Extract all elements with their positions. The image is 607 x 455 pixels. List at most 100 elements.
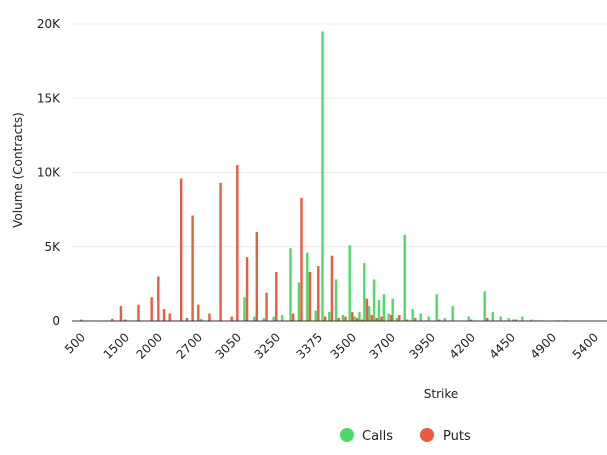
- calls-bar[interactable]: [358, 312, 361, 321]
- y-tick-label: 15K: [37, 91, 61, 105]
- puts-bar[interactable]: [157, 276, 160, 321]
- calls-bar[interactable]: [363, 263, 366, 321]
- calls-bar[interactable]: [353, 316, 356, 321]
- calls-bar[interactable]: [297, 282, 301, 321]
- x-tick-label: 3050: [213, 330, 244, 361]
- puts-bar[interactable]: [179, 178, 183, 321]
- puts-bar[interactable]: [291, 313, 295, 321]
- calls-bar[interactable]: [280, 315, 284, 321]
- puts-bar[interactable]: [110, 318, 114, 321]
- calls-bar[interactable]: [467, 316, 470, 321]
- calls-bar[interactable]: [372, 279, 376, 321]
- puts-bar[interactable]: [275, 271, 278, 321]
- calls-bar[interactable]: [377, 300, 381, 321]
- calls-bar[interactable]: [435, 294, 438, 321]
- puts-bar[interactable]: [137, 304, 140, 321]
- calls-bar[interactable]: [451, 306, 454, 321]
- puts-bar[interactable]: [208, 313, 211, 321]
- puts-bar[interactable]: [398, 315, 401, 321]
- puts-bar[interactable]: [162, 309, 166, 321]
- calls-bar[interactable]: [289, 248, 292, 321]
- puts-bar[interactable]: [197, 304, 200, 321]
- x-tick-label: 3700: [367, 330, 398, 361]
- x-tick-label: 3375: [294, 330, 325, 361]
- calls-bar[interactable]: [334, 279, 338, 321]
- calls-bar[interactable]: [507, 318, 510, 321]
- calls-bar[interactable]: [521, 316, 524, 321]
- puts-bar[interactable]: [80, 319, 83, 321]
- puts-bar[interactable]: [375, 318, 378, 321]
- calls-bar[interactable]: [419, 313, 422, 321]
- y-tick-label: 10K: [37, 166, 61, 180]
- puts-bar[interactable]: [119, 306, 123, 321]
- calls-bar[interactable]: [200, 318, 203, 321]
- x-tick-label: 5400: [570, 330, 601, 361]
- calls-bar[interactable]: [499, 316, 502, 321]
- puts-bar[interactable]: [406, 319, 409, 321]
- puts-bar[interactable]: [380, 316, 383, 321]
- calls-bar[interactable]: [391, 298, 394, 321]
- x-axis-ticks: 500 1500 2000 2700 3050 3250 3375 3500 3700 3950 4…: [62, 330, 601, 361]
- calls-bar[interactable]: [483, 291, 486, 321]
- puts-bar[interactable]: [150, 297, 153, 321]
- calls-bar[interactable]: [348, 245, 351, 321]
- legend-item-puts[interactable]: Puts: [420, 428, 471, 444]
- calls-bar[interactable]: [530, 319, 533, 321]
- calls-bar[interactable]: [411, 309, 414, 321]
- puts-bar[interactable]: [323, 316, 327, 321]
- puts-bar[interactable]: [185, 318, 189, 321]
- y-axis-ticks: 0 5K 10K 15K 20K: [37, 17, 61, 328]
- puts-bar[interactable]: [236, 165, 239, 321]
- calls-bar[interactable]: [321, 31, 324, 322]
- x-tick-label: 2000: [134, 330, 165, 361]
- x-tick-label: 3250: [252, 330, 283, 361]
- gridlines: [72, 23, 607, 248]
- puts-bar[interactable]: [308, 271, 312, 321]
- calls-bar[interactable]: [491, 312, 494, 321]
- calls-bar[interactable]: [395, 318, 398, 321]
- calls-bar[interactable]: [341, 315, 345, 321]
- calls-bar[interactable]: [314, 310, 317, 321]
- calls-bar[interactable]: [443, 318, 446, 321]
- puts-bar[interactable]: [124, 319, 127, 321]
- calls-bar[interactable]: [368, 306, 371, 321]
- calls-bar[interactable]: [272, 316, 275, 321]
- puts-bar[interactable]: [470, 319, 473, 321]
- calls-bar[interactable]: [382, 294, 386, 321]
- puts-bar[interactable]: [355, 318, 359, 321]
- calls-bar[interactable]: [306, 252, 309, 321]
- puts-bar[interactable]: [351, 312, 354, 321]
- calls-bar[interactable]: [512, 319, 515, 321]
- calls-bar[interactable]: [387, 313, 390, 321]
- x-tick-label: 4900: [528, 330, 559, 361]
- calls-bar[interactable]: [243, 297, 246, 321]
- puts-bar[interactable]: [360, 319, 364, 321]
- puts-bar[interactable]: [514, 319, 518, 321]
- calls-bar[interactable]: [253, 316, 256, 321]
- puts-bar[interactable]: [245, 257, 249, 321]
- puts-bar[interactable]: [255, 231, 258, 321]
- puts-bar[interactable]: [365, 298, 369, 321]
- puts-bar[interactable]: [390, 315, 393, 321]
- puts-bar[interactable]: [370, 315, 373, 321]
- puts-bar[interactable]: [438, 319, 441, 321]
- calls-bar[interactable]: [403, 234, 406, 321]
- calls-bar[interactable]: [427, 316, 430, 321]
- puts-bar[interactable]: [317, 266, 320, 321]
- x-tick-label: 4200: [447, 330, 478, 361]
- puts-bar[interactable]: [230, 316, 233, 321]
- puts-bar[interactable]: [219, 182, 222, 321]
- puts-bar[interactable]: [337, 318, 340, 321]
- y-tick-label: 0: [52, 314, 60, 328]
- calls-bar[interactable]: [328, 312, 331, 321]
- puts-bar[interactable]: [191, 215, 194, 321]
- puts-bar[interactable]: [344, 316, 347, 321]
- calls-bar[interactable]: [262, 318, 266, 321]
- legend-item-calls[interactable]: Calls: [340, 428, 393, 444]
- puts-bar[interactable]: [265, 292, 268, 321]
- puts-bar[interactable]: [168, 313, 171, 321]
- puts-bar[interactable]: [414, 318, 417, 321]
- puts-bar[interactable]: [300, 197, 303, 321]
- puts-bar[interactable]: [486, 318, 489, 321]
- puts-bar[interactable]: [330, 255, 334, 321]
